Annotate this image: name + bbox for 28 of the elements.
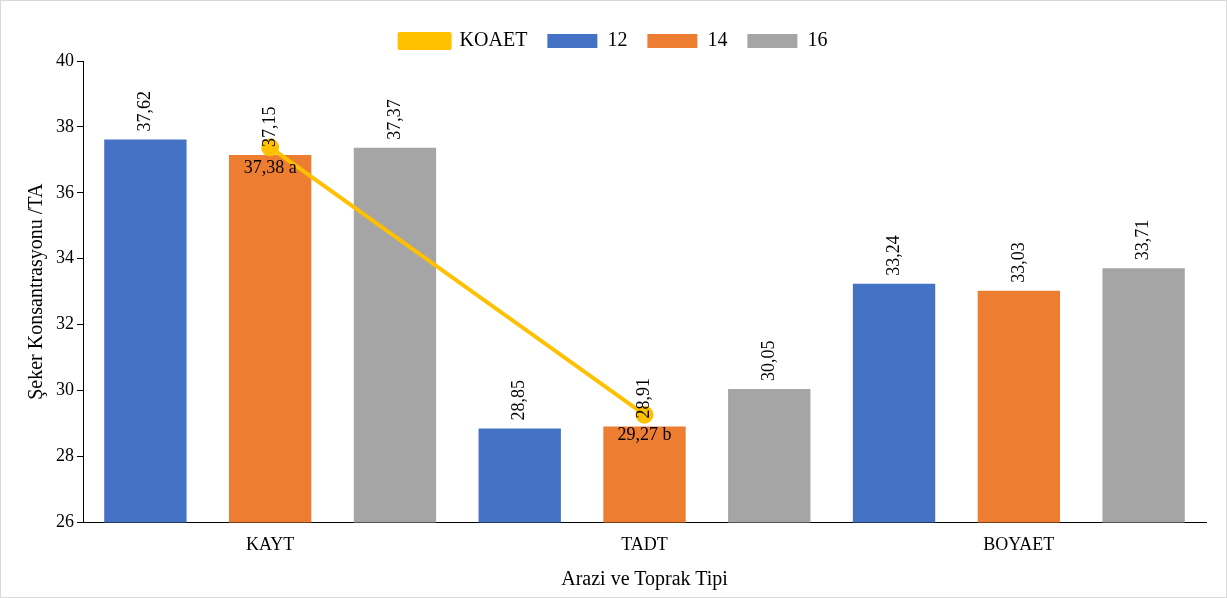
y-axis-title: Şeker Konsantrasyonu /TA xyxy=(24,183,48,400)
y-tick-label: 28 xyxy=(56,445,74,466)
legend-label: KOAET xyxy=(459,28,528,51)
data-label: 28,91 xyxy=(633,377,654,419)
x-tick-label: KAYT xyxy=(245,533,295,554)
data-label: 33,24 xyxy=(882,235,903,276)
x-tick-label: TADT xyxy=(621,533,668,554)
legend-label: 12 xyxy=(607,28,628,51)
y-tick-label: 36 xyxy=(56,181,74,202)
legend-label: 14 xyxy=(707,28,728,51)
x-tick-label: BOYAET xyxy=(983,533,1055,554)
x-axis-title: Arazi ve Toprak Tipi xyxy=(561,567,729,591)
data-label: 33,71 xyxy=(1132,219,1153,261)
data-label: 37,62 xyxy=(134,90,155,132)
y-tick-label: 38 xyxy=(56,115,74,136)
y-tick-label: 26 xyxy=(56,511,74,532)
legend-label: 16 xyxy=(807,28,828,51)
y-tick-label: 34 xyxy=(56,247,74,268)
y-tick-label: 40 xyxy=(56,49,74,70)
y-tick-label: 30 xyxy=(56,379,74,400)
data-label: 29,27 b xyxy=(617,424,672,445)
data-label: 28,85 xyxy=(508,379,529,421)
data-label: 37,15 xyxy=(258,106,279,147)
y-tick-label: 32 xyxy=(56,313,74,334)
data-label: 37,38 a xyxy=(243,157,297,178)
data-label: 30,05 xyxy=(758,340,779,381)
data-label: 37,37 xyxy=(383,99,404,140)
data-label: 33,03 xyxy=(1007,242,1028,283)
